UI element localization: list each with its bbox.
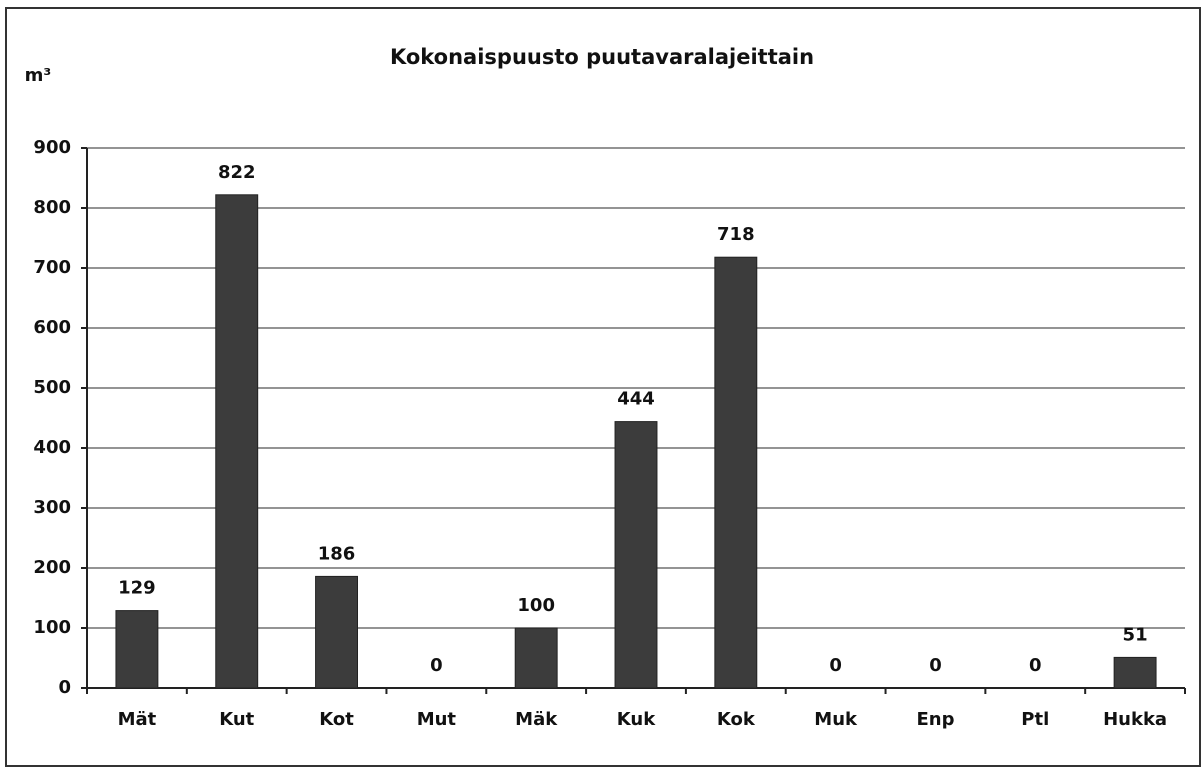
- data-label: 444: [617, 389, 655, 410]
- data-label: 0: [929, 655, 942, 676]
- data-label: 129: [118, 578, 156, 599]
- x-tick-label: Muk: [814, 709, 858, 730]
- y-axis-label: m³: [25, 65, 52, 86]
- data-label: 822: [218, 162, 256, 183]
- data-label: 51: [1123, 624, 1148, 645]
- x-tick-label: Kuk: [617, 709, 656, 730]
- x-tick-label: Kot: [319, 709, 354, 730]
- x-tick-label: Kut: [219, 709, 254, 730]
- y-tick-label: 400: [33, 437, 71, 458]
- y-tick-label: 500: [33, 377, 71, 398]
- x-tick-label: Enp: [916, 709, 954, 730]
- x-tick-label: Kok: [717, 709, 756, 730]
- y-tick-label: 300: [33, 497, 71, 518]
- bar: [1113, 656, 1157, 689]
- x-tick-label: Hukka: [1103, 709, 1167, 730]
- bar: [714, 256, 758, 689]
- data-label: 0: [430, 655, 443, 676]
- bar: [514, 627, 558, 689]
- x-tick-label: Mut: [417, 709, 457, 730]
- chart-title: Kokonaispuusto puutavaralajeittain: [390, 45, 814, 69]
- y-tick-label: 200: [33, 557, 71, 578]
- bar: [315, 575, 359, 689]
- bar: [115, 610, 159, 689]
- chart-border: [5, 7, 1201, 767]
- y-tick-label: 0: [58, 677, 71, 698]
- data-label: 100: [517, 595, 555, 616]
- y-tick-label: 600: [33, 317, 71, 338]
- data-label: 718: [717, 224, 755, 245]
- bar: [614, 421, 658, 689]
- data-label: 0: [1029, 655, 1042, 676]
- y-tick-label: 700: [33, 257, 71, 278]
- y-tick-label: 800: [33, 197, 71, 218]
- x-tick-label: Mäk: [515, 709, 558, 730]
- y-tick-label: 100: [33, 617, 71, 638]
- data-label: 186: [318, 543, 356, 564]
- data-label: 0: [829, 655, 842, 676]
- y-tick-label: 900: [33, 137, 71, 158]
- x-tick-label: Mät: [118, 709, 157, 730]
- bar: [215, 194, 259, 689]
- x-tick-label: Ptl: [1021, 709, 1049, 730]
